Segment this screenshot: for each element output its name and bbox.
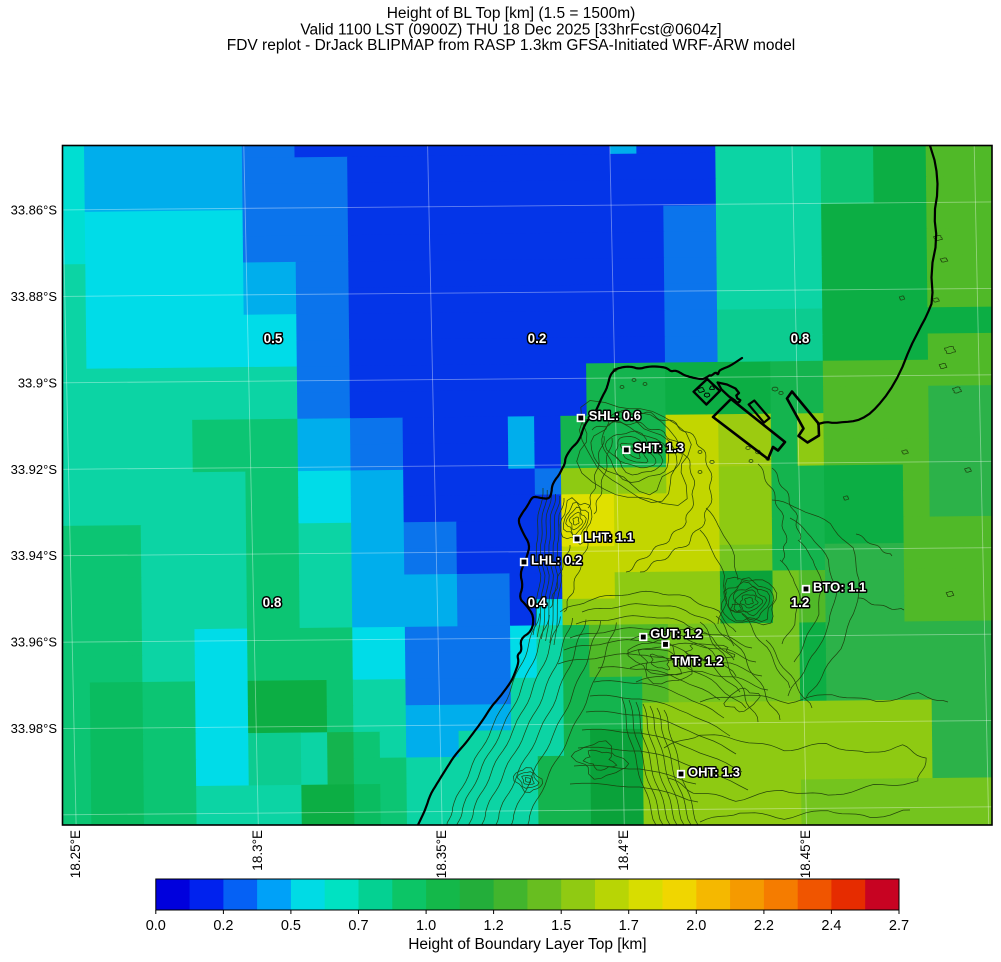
svg-text:0.2: 0.2 bbox=[213, 918, 233, 934]
svg-text:33.94°S: 33.94°S bbox=[11, 548, 58, 563]
svg-text:2.0: 2.0 bbox=[686, 918, 706, 934]
svg-text:SHT: 1.3: SHT: 1.3 bbox=[634, 440, 685, 455]
svg-text:18.35°E: 18.35°E bbox=[434, 830, 449, 878]
svg-text:33.96°S: 33.96°S bbox=[11, 635, 58, 650]
svg-text:1.5: 1.5 bbox=[551, 918, 571, 934]
svg-text:Height of BL Top [km] (1.5 = 1: Height of BL Top [km] (1.5 = 1500m) bbox=[387, 5, 636, 22]
svg-text:33.9°S: 33.9°S bbox=[18, 375, 58, 390]
svg-text:LHT: 1.1: LHT: 1.1 bbox=[584, 530, 634, 545]
svg-text:0.0: 0.0 bbox=[146, 918, 166, 934]
svg-text:18.25°E: 18.25°E bbox=[68, 830, 83, 878]
svg-text:18.3°E: 18.3°E bbox=[250, 830, 265, 871]
svg-text:0.5: 0.5 bbox=[264, 331, 283, 346]
svg-text:SHL: 0.6: SHL: 0.6 bbox=[589, 408, 641, 423]
svg-text:0.7: 0.7 bbox=[348, 918, 368, 934]
svg-text:LHL: 0.2: LHL: 0.2 bbox=[531, 553, 582, 568]
svg-text:33.92°S: 33.92°S bbox=[11, 462, 58, 477]
svg-text:BTO: 1.1: BTO: 1.1 bbox=[813, 580, 866, 595]
svg-text:33.88°S: 33.88°S bbox=[11, 289, 58, 304]
svg-text:OHT: 1.3: OHT: 1.3 bbox=[688, 765, 740, 780]
svg-text:18.45°E: 18.45°E bbox=[798, 830, 813, 878]
svg-text:2.7: 2.7 bbox=[889, 918, 909, 934]
svg-text:TMT: 1.2: TMT: 1.2 bbox=[672, 653, 723, 668]
svg-text:1.7: 1.7 bbox=[619, 918, 639, 934]
svg-text:2.2: 2.2 bbox=[754, 918, 774, 934]
svg-text:0.8: 0.8 bbox=[263, 595, 282, 610]
svg-text:33.86°S: 33.86°S bbox=[11, 202, 58, 217]
svg-text:FDV replot - DrJack BLIPMAP fr: FDV replot - DrJack BLIPMAP from RASP 1.… bbox=[227, 37, 795, 54]
svg-text:18.4°E: 18.4°E bbox=[616, 830, 631, 871]
svg-text:0.8: 0.8 bbox=[791, 331, 810, 346]
svg-text:1.2: 1.2 bbox=[791, 595, 810, 610]
svg-text:33.98°S: 33.98°S bbox=[11, 721, 58, 736]
svg-text:1.2: 1.2 bbox=[484, 918, 504, 934]
svg-text:0.2: 0.2 bbox=[528, 331, 547, 346]
svg-text:2.4: 2.4 bbox=[821, 918, 841, 934]
svg-text:GUT: 1.2: GUT: 1.2 bbox=[650, 626, 702, 641]
svg-text:1.0: 1.0 bbox=[416, 918, 436, 934]
svg-text:0.5: 0.5 bbox=[281, 918, 301, 934]
svg-text:0.4: 0.4 bbox=[528, 595, 547, 610]
svg-text:Height of Boundary Layer Top [: Height of Boundary Layer Top [km] bbox=[408, 936, 646, 953]
svg-text:Valid 1100 LST (0900Z) THU 18: Valid 1100 LST (0900Z) THU 18 Dec 2025 [… bbox=[300, 22, 721, 39]
